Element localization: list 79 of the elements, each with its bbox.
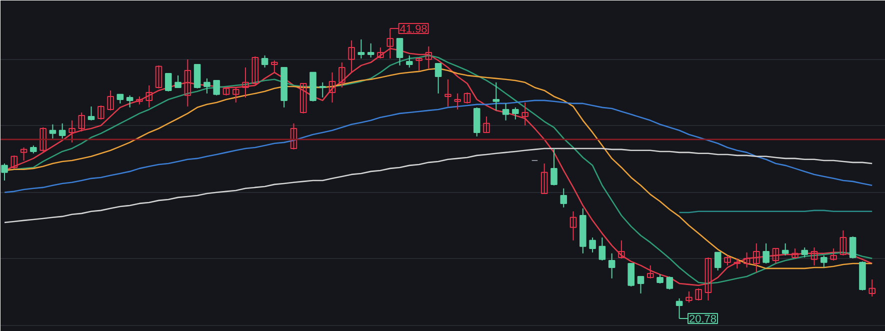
candlestick [49, 124, 56, 139]
candlestick [686, 290, 692, 303]
candlestick [290, 122, 298, 150]
candlestick [319, 82, 326, 98]
candlestick [328, 72, 336, 104]
candlestick [213, 80, 220, 96]
candlestick [570, 210, 577, 241]
candlestick [174, 74, 182, 88]
candlestick [483, 116, 490, 133]
candlestick [782, 242, 789, 256]
candlestick [695, 288, 702, 301]
candlestick [155, 64, 162, 89]
candlestick [454, 92, 461, 110]
candlestick [540, 163, 548, 194]
candlestick [58, 122, 66, 139]
candlestick [107, 90, 114, 111]
candlestick [589, 237, 596, 253]
candlestick [492, 82, 500, 111]
candlestick [40, 126, 46, 152]
candlestick [550, 148, 558, 186]
candlestick [194, 64, 201, 89]
candlestick [820, 254, 828, 268]
candlestick [840, 230, 847, 256]
candlestick [724, 254, 731, 266]
candlestick [68, 120, 76, 143]
candlestick [338, 62, 346, 88]
candlestick [98, 105, 104, 120]
candlestick [830, 248, 837, 261]
annotation: 41.98 [400, 24, 428, 36]
candlestick [868, 279, 876, 297]
candlestick [464, 92, 471, 104]
candlestick [608, 252, 616, 279]
candlestick [271, 60, 278, 73]
candlestick [753, 242, 760, 273]
candlestick [666, 276, 674, 290]
candlestick [396, 38, 404, 66]
candlestick [406, 54, 413, 68]
candlestick [261, 54, 268, 68]
candlestick [637, 276, 644, 294]
candlestick [502, 102, 510, 121]
candlestick [628, 263, 634, 287]
annotation: 20.78 [688, 314, 717, 326]
candlestick [204, 78, 210, 94]
candlestick [598, 237, 606, 261]
candlestick [444, 78, 452, 107]
candlestick [849, 236, 856, 259]
candlestick [810, 247, 818, 266]
candlestick [20, 147, 28, 162]
candlestick [242, 66, 249, 98]
candlestick [184, 58, 192, 107]
candlestick [618, 240, 625, 259]
candlestick [126, 94, 134, 108]
candlestick [646, 264, 654, 279]
candlestick [512, 106, 519, 120]
candlestick [116, 94, 124, 104]
candlestick [743, 252, 750, 268]
candlestick [164, 73, 172, 92]
candlestick [522, 102, 528, 126]
candlestick [560, 188, 568, 208]
candlestick [78, 112, 86, 132]
candlestick [473, 106, 480, 137]
candlestick [734, 258, 741, 269]
candlestick [358, 38, 365, 59]
candlestick [792, 248, 798, 259]
candlestick [772, 248, 780, 264]
candlestick [1, 163, 8, 181]
candlestick [416, 58, 422, 71]
candlestick [656, 274, 664, 284]
candlestick [88, 106, 95, 121]
candlestick [434, 63, 442, 94]
candlestick [232, 86, 240, 104]
candlestick [146, 84, 152, 108]
candlestick [801, 247, 808, 258]
candlestick [367, 42, 374, 58]
candlestick [762, 242, 770, 264]
candlestick [10, 154, 18, 169]
candlestick [300, 82, 307, 114]
candlestick [714, 252, 722, 271]
candlestick [252, 56, 259, 85]
